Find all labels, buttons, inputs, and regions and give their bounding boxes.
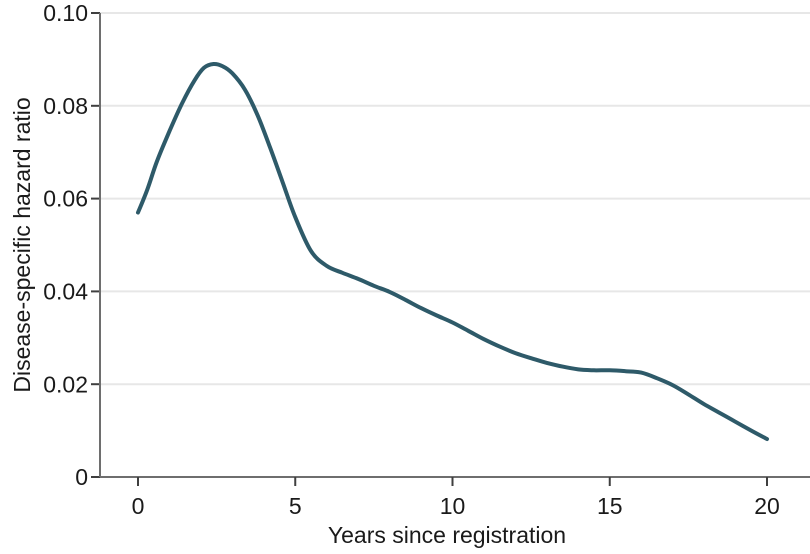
x-tick-label: 5 — [289, 493, 302, 519]
y-tick-label: 0.06 — [43, 186, 88, 212]
x-tick-label: 10 — [440, 493, 466, 519]
x-axis-label: Years since registration — [328, 522, 566, 548]
x-tick-label: 15 — [597, 493, 623, 519]
y-axis-label: Disease-specific hazard ratio — [9, 97, 35, 392]
axis-layer: 0 0.02 0.04 0.06 0.08 0.10 0 5 10 15 20 — [43, 0, 810, 519]
x-tick-label: 0 — [132, 493, 145, 519]
x-tick-label: 20 — [754, 493, 780, 519]
hazard-curve — [136, 61, 769, 441]
y-tick-label: 0.02 — [43, 371, 88, 397]
y-tick-label: 0.04 — [43, 278, 88, 304]
series-layer — [136, 61, 769, 441]
y-tick-label: 0.10 — [43, 0, 88, 26]
y-tick-label: 0 — [75, 464, 88, 490]
grid-layer — [100, 12, 810, 386]
y-tick-label: 0.08 — [43, 93, 88, 119]
